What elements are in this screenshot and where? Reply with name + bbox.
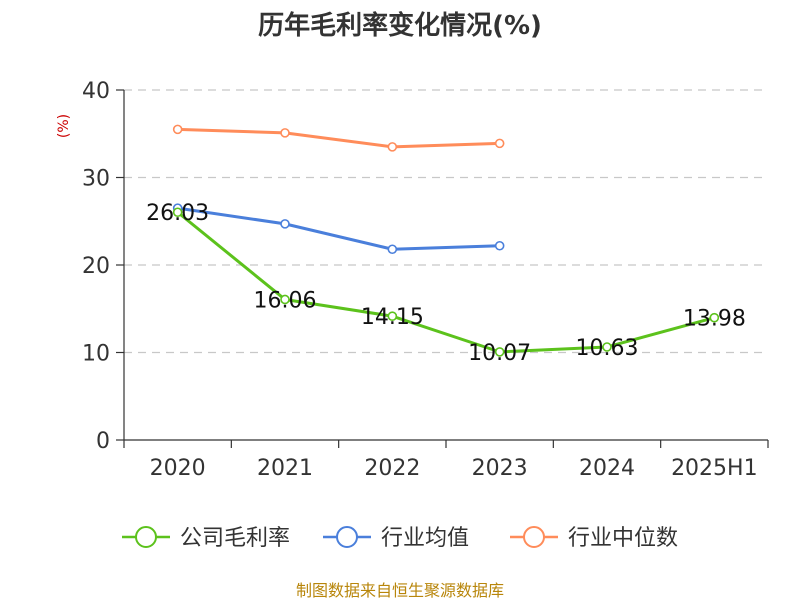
- y-tick-label: 0: [96, 429, 110, 454]
- x-tick-label: 2024: [579, 456, 635, 481]
- legend-label[interactable]: 公司毛利率: [180, 526, 290, 551]
- y-axis-label: (%): [56, 114, 72, 138]
- data-label: 14.15: [361, 305, 424, 330]
- y-tick-label: 20: [82, 254, 110, 279]
- data-point[interactable]: [280, 128, 290, 138]
- gridlines: [124, 89, 768, 354]
- series-line: [177, 127, 500, 149]
- legend-marker-icon[interactable]: [135, 526, 157, 548]
- data-point[interactable]: [387, 244, 398, 255]
- x-tick-label: 2022: [364, 456, 420, 481]
- legend-marker-icon[interactable]: [336, 526, 358, 548]
- data-point[interactable]: [172, 124, 183, 135]
- legend[interactable]: 公司毛利率 行业均值 行业中位数: [122, 526, 678, 551]
- data-label: 10.07: [468, 341, 531, 366]
- legend-label[interactable]: 行业均值: [381, 526, 469, 551]
- series-line: [177, 206, 500, 251]
- data-labels: 26.03 16.06 14.15 10.07 10.63 13.98: [146, 201, 746, 366]
- x-tick-label: 2021: [257, 456, 313, 481]
- data-label: 10.63: [576, 336, 639, 361]
- series-layer: [172, 124, 720, 357]
- data-point[interactable]: [494, 138, 505, 149]
- legend-marker-icon[interactable]: [523, 526, 545, 548]
- data-point[interactable]: [280, 219, 290, 229]
- data-point[interactable]: [387, 142, 398, 152]
- y-tick-label: 30: [82, 167, 110, 192]
- y-tick-label: 40: [82, 79, 110, 104]
- axes: 0 10 20 30 40 2020 2021 2022 2023 2024 2025H1: [82, 79, 769, 481]
- data-point[interactable]: [172, 207, 183, 218]
- data-point[interactable]: [709, 312, 720, 323]
- y-tick-label: 10: [82, 342, 110, 367]
- x-tick-label: 2020: [150, 456, 206, 481]
- series-line: [176, 211, 715, 354]
- data-point[interactable]: [494, 347, 505, 357]
- chart-title: 历年毛利率变化情况(%): [258, 10, 542, 41]
- data-point[interactable]: [387, 311, 398, 321]
- x-tick-label: 2023: [472, 456, 528, 481]
- data-label: 13.98: [683, 307, 746, 332]
- data-point[interactable]: [602, 342, 612, 352]
- legend-label[interactable]: 行业中位数: [568, 526, 678, 551]
- data-label: 16.06: [254, 288, 317, 313]
- source-note: 制图数据来自恒生聚源数据库: [296, 581, 504, 600]
- data-label: 26.03: [146, 201, 209, 226]
- data-point[interactable]: [494, 240, 505, 251]
- data-point[interactable]: [280, 294, 290, 305]
- x-tick-label: 2025H1: [671, 456, 758, 481]
